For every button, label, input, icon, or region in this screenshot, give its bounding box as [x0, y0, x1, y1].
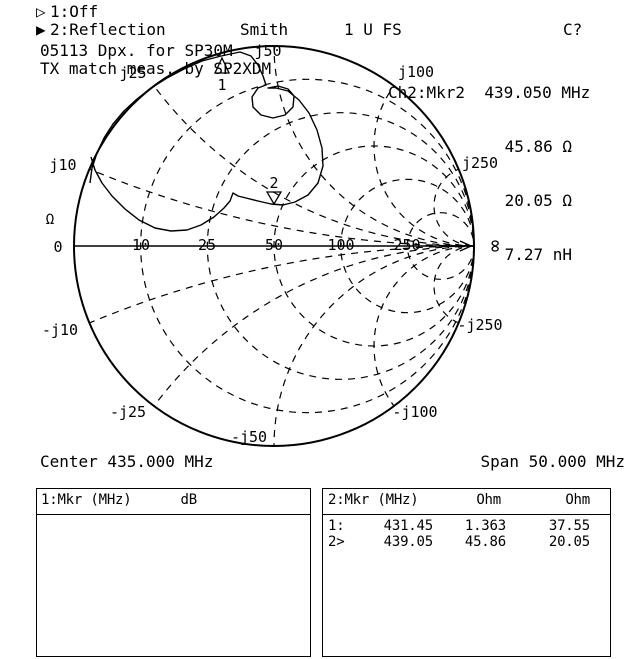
- channel2-marker-icon: ▶: [36, 20, 46, 39]
- format-label: Smith: [240, 20, 289, 39]
- axis-label: 25: [198, 236, 216, 254]
- axis-label: 250: [393, 236, 420, 254]
- reactance-label: -j250: [457, 316, 502, 334]
- table-cell: 37.55: [548, 518, 590, 534]
- table-cell: 431.45: [383, 518, 434, 534]
- reactance-label: -j25: [110, 403, 146, 421]
- reactance-arc: [373, 47, 473, 247]
- ch1-table-title: 1:Mkr (MHz): [41, 492, 132, 508]
- channel1-status-line: ▷ 1:Off: [36, 3, 98, 21]
- marker-readout-values: 45.86 Ω 20.05 Ω 7.27 nH: [388, 102, 572, 282]
- marker-table-ch2: 2:Mkr (MHz) Ohm Ohm 1: 431.45 1.363 37.55 2>…: [322, 488, 611, 657]
- marker-2-label: 2: [269, 174, 278, 192]
- axis-label: 10: [132, 236, 150, 254]
- annotation-line1: 05113 Dpx. for SP30M: [40, 41, 233, 60]
- table-header-separator: [323, 514, 610, 515]
- channel2-status-line: ▶ 2:Reflection: [36, 21, 166, 39]
- reflection-trace: [89, 51, 324, 232]
- reactance-label: j50: [254, 42, 281, 60]
- axis-label-infinity: ∞: [484, 240, 508, 252]
- marker-1-symbol[interactable]: [213, 56, 231, 74]
- table-cell: 20.05: [548, 534, 590, 550]
- marker-readout-r: 45.86 Ω: [504, 137, 572, 156]
- reactance-arc: [373, 245, 473, 445]
- table-cell: 2>: [328, 534, 345, 550]
- channel1-label: 1:Off: [50, 2, 99, 21]
- table-cell: 45.86: [464, 534, 506, 550]
- annotation-line2: TX match meas. by SP2XDM: [40, 59, 272, 78]
- reactance-label: -j50: [231, 428, 267, 446]
- marker-readout-x: 20.05 Ω: [504, 191, 572, 210]
- scale-label: 1 U FS: [344, 20, 402, 39]
- reactance-label: j25: [119, 64, 146, 82]
- axis-unit-label: Ω: [46, 212, 54, 228]
- marker-2-symbol[interactable]: [265, 191, 283, 206]
- marker-table-ch1: 1:Mkr (MHz) dB: [36, 488, 311, 657]
- table-cell: 1:: [328, 518, 345, 534]
- axis-label: 100: [327, 236, 354, 254]
- table-cell: 439.05: [383, 534, 434, 550]
- marker-1-label: 1: [217, 76, 226, 94]
- reactance-label: j250: [462, 154, 498, 172]
- marker-readout-l: 7.27 nH: [504, 245, 572, 264]
- reactance-label: j100: [398, 63, 434, 81]
- reactance-label: -j100: [392, 403, 437, 421]
- ch2-table-title: 2:Mkr (MHz): [328, 492, 419, 508]
- axis-arrow-icon: [459, 240, 473, 252]
- table-cell: 1.363: [464, 518, 506, 534]
- ch1-table-col-db: dB: [180, 492, 198, 508]
- marker-readout-title-line: Ch2:Mkr2 439.050 MHz: [388, 84, 590, 102]
- span-frequency-label: Span 50.000 MHz: [480, 452, 626, 471]
- axis-label: 50: [265, 236, 283, 254]
- marker-readout-title: Ch2:Mkr2: [388, 83, 466, 102]
- ch2-table-col-ohm2: Ohm: [565, 492, 590, 508]
- table-header-separator: [37, 514, 310, 515]
- ch2-table-col-ohm1: Ohm: [476, 492, 501, 508]
- marker-readout-frequency: 439.050 MHz: [484, 83, 591, 102]
- channel2-label: 2:Reflection: [50, 20, 166, 39]
- reactance-label: -j10: [42, 321, 78, 339]
- channel1-marker-icon: ▷: [36, 2, 46, 21]
- center-frequency-label: Center 435.000 MHz: [40, 452, 214, 471]
- axis-label: 0: [53, 238, 62, 256]
- reactance-label: j10: [49, 156, 76, 174]
- cal-status-label: C?: [563, 20, 583, 39]
